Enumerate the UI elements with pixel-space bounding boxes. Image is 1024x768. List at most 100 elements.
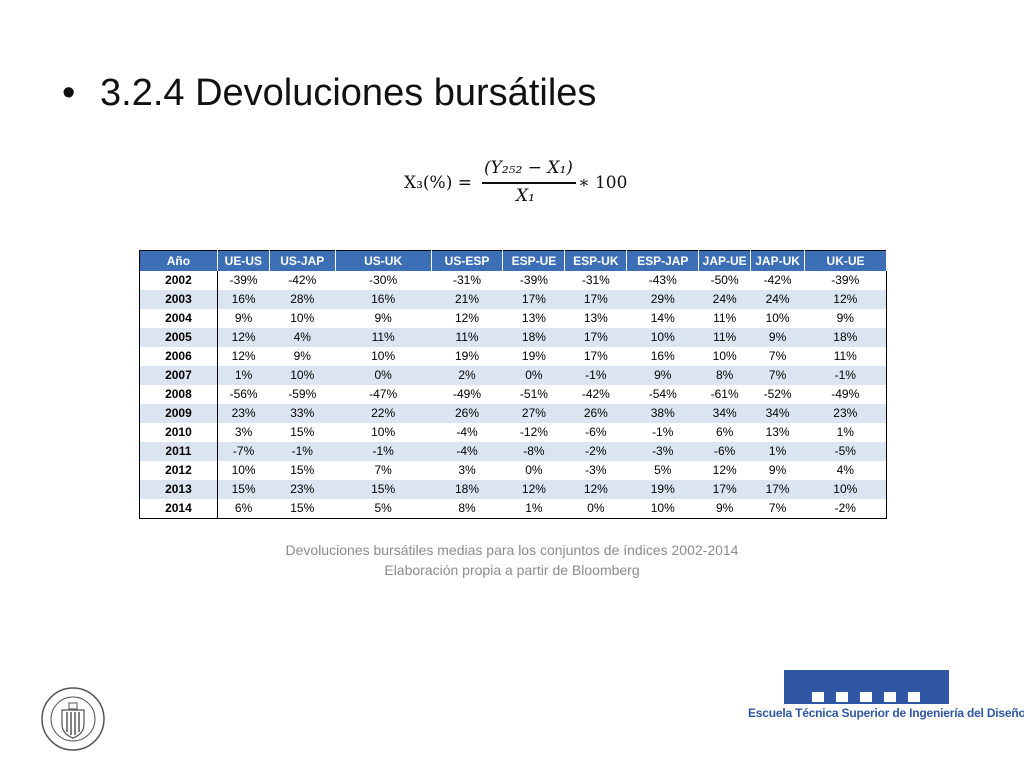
year-cell: 2013 — [139, 480, 218, 499]
table-cell: 13% — [564, 309, 627, 328]
year-cell: 2008 — [139, 385, 218, 404]
table-cell: 17% — [564, 328, 627, 347]
table-cell: -2% — [804, 499, 887, 519]
year-cell: 2014 — [139, 499, 218, 519]
table-cell: 8% — [698, 366, 751, 385]
table-cell: 27% — [502, 404, 565, 423]
table-cell: 9% — [217, 309, 270, 328]
table-cell: 0% — [502, 461, 565, 480]
table-cell: 17% — [502, 290, 565, 309]
table-cell: 0% — [564, 499, 627, 519]
table-cell: -42% — [564, 385, 627, 404]
table-cell: 10% — [626, 328, 699, 347]
table-cell: 23% — [217, 404, 270, 423]
table-cell: 12% — [804, 290, 887, 309]
table-row: 2002 -39% -42% -30% -31% -39% -31% -43% -50% -42%… — [139, 271, 887, 290]
table-cell: 7% — [335, 461, 432, 480]
table-cell: -31% — [431, 271, 503, 290]
table-cell: 15% — [269, 461, 336, 480]
column-header: JAP-UK — [750, 250, 806, 271]
table-cell: -50% — [698, 271, 751, 290]
table-cell: 10% — [335, 423, 432, 442]
table-cell: 11% — [698, 328, 751, 347]
table-cell: 1% — [750, 442, 805, 461]
table-row: 2006 12% 9% 10% 19% 19% 17% 16% 10% 7% 11% — [139, 347, 887, 366]
university-seal-logo — [41, 687, 105, 751]
table-row: 2009 23% 33% 22% 26% 27% 26% 38% 34% 34% 23% — [139, 404, 887, 423]
column-header: UE-US — [217, 250, 270, 271]
column-header: JAP-UE — [698, 250, 752, 271]
table-cell: 1% — [804, 423, 887, 442]
table-cell: 12% — [502, 480, 565, 499]
table-cell: -49% — [804, 385, 887, 404]
column-header: US-JAP — [269, 250, 336, 271]
table-cell: 18% — [804, 328, 887, 347]
table-cell: -47% — [335, 385, 432, 404]
table-cell: 12% — [217, 328, 270, 347]
table-cell: 11% — [335, 328, 432, 347]
table-cell: -5% — [804, 442, 887, 461]
table-cell: 10% — [626, 499, 699, 519]
table-row: 2014 6% 15% 5% 8% 1% 0% 10% 9% 7% -2% — [139, 499, 887, 519]
year-cell: 2007 — [139, 366, 218, 385]
table-cell: 19% — [502, 347, 565, 366]
table-cell: 8% — [431, 499, 503, 519]
table-cell: 12% — [564, 480, 627, 499]
table-cell: -61% — [698, 385, 751, 404]
year-cell: 2003 — [139, 290, 218, 309]
logo-block — [784, 670, 949, 704]
table-cell: -52% — [750, 385, 805, 404]
table-cell: 38% — [626, 404, 699, 423]
table-cell: -1% — [335, 442, 432, 461]
year-cell: 2010 — [139, 423, 218, 442]
table-cell: 10% — [698, 347, 751, 366]
table-cell: 24% — [750, 290, 805, 309]
table-cell: 23% — [269, 480, 336, 499]
table-cell: 10% — [269, 309, 336, 328]
table-cell: -6% — [698, 442, 751, 461]
school-logo: Escuela Técnica Superior de Ingeniería d… — [748, 670, 1024, 730]
fraction-bar — [482, 182, 576, 184]
table-cell: 13% — [502, 309, 565, 328]
school-name: Escuela Técnica Superior de Ingeniería d… — [748, 706, 1024, 720]
table-cell: 1% — [502, 499, 565, 519]
table-cell: -2% — [564, 442, 627, 461]
table-cell: 1% — [217, 366, 270, 385]
table-cell: 0% — [335, 366, 432, 385]
table-row: 2010 3% 15% 10% -4% -12% -6% -1% 6% 13% 1% — [139, 423, 887, 442]
column-header: UK-UE — [804, 250, 887, 271]
year-cell: 2009 — [139, 404, 218, 423]
table-cell: 9% — [698, 499, 751, 519]
returns-table: Año UE-US US-JAP US-UK US-ESP ESP-UE ESP-UK ESP… — [139, 250, 887, 519]
table-cell: 34% — [698, 404, 751, 423]
table-cell: 12% — [431, 309, 503, 328]
caption-line-1: Devoluciones bursátiles medias para los … — [285, 542, 739, 558]
table-cell: 33% — [269, 404, 336, 423]
table-cell: 22% — [335, 404, 432, 423]
table-cell: -49% — [431, 385, 503, 404]
table-cell: 17% — [698, 480, 751, 499]
table-cell: -39% — [804, 271, 887, 290]
column-header: ESP-JAP — [626, 250, 700, 271]
table-cell: 28% — [269, 290, 336, 309]
table-cell: 21% — [431, 290, 503, 309]
table-cell: 16% — [626, 347, 699, 366]
table-cell: 12% — [698, 461, 751, 480]
caption-line-2: Elaboración propia a partir de Bloomberg — [384, 562, 640, 578]
table-cell: -42% — [750, 271, 805, 290]
table-cell: 7% — [750, 347, 805, 366]
column-header: ESP-UE — [502, 250, 566, 271]
year-cell: 2004 — [139, 309, 218, 328]
table-row: 2003 16% 28% 16% 21% 17% 17% 29% 24% 24% 12% — [139, 290, 887, 309]
table-cell: 9% — [750, 461, 805, 480]
table-cell: -30% — [335, 271, 432, 290]
year-cell: 2005 — [139, 328, 218, 347]
table-cell: -51% — [502, 385, 565, 404]
table-cell: 9% — [626, 366, 699, 385]
table-cell: 6% — [698, 423, 751, 442]
table-row: 2013 15% 23% 15% 18% 12% 12% 19% 17% 17% 10% — [139, 480, 887, 499]
year-cell: 2012 — [139, 461, 218, 480]
table-cell: 7% — [750, 499, 805, 519]
slide-title: • 3.2.4 Devoluciones bursátiles — [62, 72, 596, 115]
table-header-row: Año UE-US US-JAP US-UK US-ESP ESP-UE ESP-UK ESP… — [139, 250, 887, 271]
